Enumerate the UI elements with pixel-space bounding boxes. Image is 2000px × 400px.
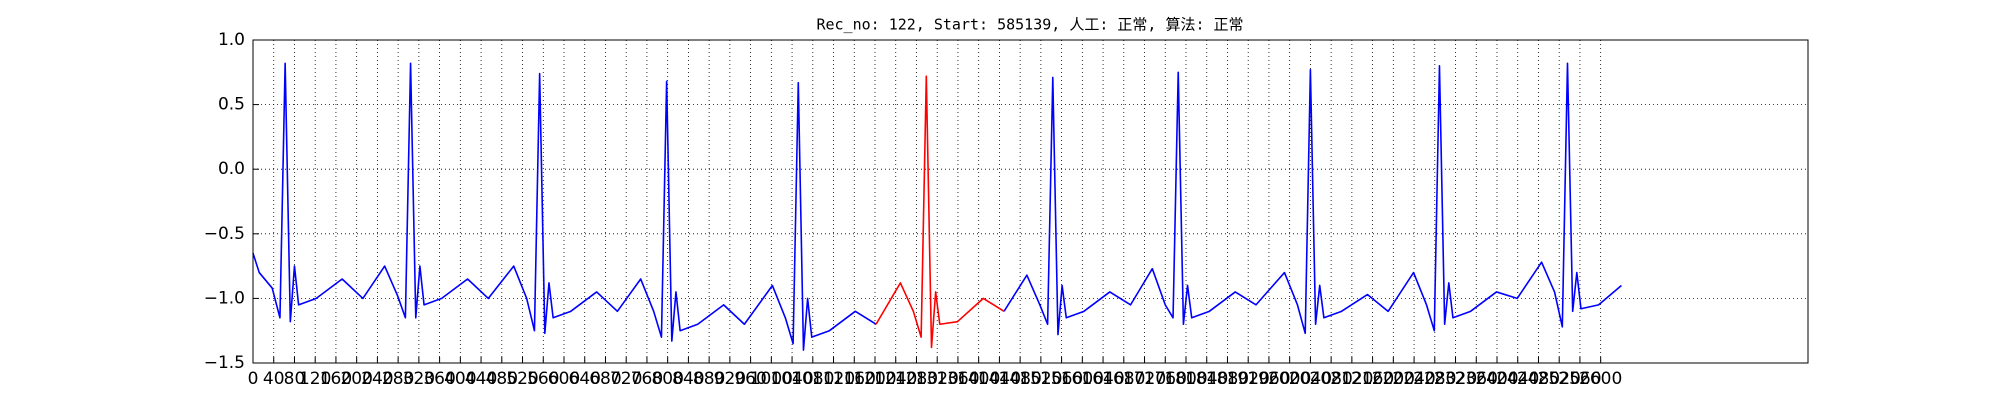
x-tick-label: 2280 <box>1413 369 1456 389</box>
x-tick-label: 2440 <box>1496 369 1539 389</box>
x-tick-label: 560 <box>527 369 559 389</box>
x-tick-label: 2160 <box>1351 369 1394 389</box>
x-tick-label: 40 <box>263 369 285 389</box>
x-tick-label: 640 <box>569 369 601 389</box>
x-tick-label: 1880 <box>1206 369 1249 389</box>
x-tick-label: 2240 <box>1392 369 1435 389</box>
x-tick-label: 1080 <box>791 369 834 389</box>
x-tick-label: 2040 <box>1289 369 1332 389</box>
x-tick-label: 2600 <box>1579 369 1622 389</box>
x-tick-label: 320 <box>403 369 435 389</box>
x-tick-label: 240 <box>361 369 393 389</box>
x-tick-label: 360 <box>423 369 455 389</box>
x-tick-label: 1720 <box>1123 369 1166 389</box>
x-tick-label: 2400 <box>1475 369 1518 389</box>
x-tick-label: 520 <box>506 369 538 389</box>
x-tick-label: 440 <box>465 369 497 389</box>
chart-title: Rec_no: 122, Start: 585139, 人工: 正常, 算法: … <box>816 16 1243 34</box>
y-tick-label: 1.0 <box>218 30 245 50</box>
x-tick-label: 2320 <box>1434 369 1477 389</box>
x-tick-label: 2480 <box>1517 369 1560 389</box>
x-tick-label: 1800 <box>1164 369 1207 389</box>
line-series <box>252 62 1622 351</box>
x-tick-label: 1480 <box>999 369 1042 389</box>
x-tick-label: 1560 <box>1040 369 1083 389</box>
x-tick-label: 80 <box>284 369 306 389</box>
x-tick-label: 1160 <box>833 369 876 389</box>
x-tick-label: 1320 <box>916 369 959 389</box>
x-tick-label: 160 <box>320 369 352 389</box>
x-tick-label: 800 <box>651 369 683 389</box>
x-tick-label: 1240 <box>874 369 917 389</box>
x-tick-label: 600 <box>548 369 580 389</box>
x-tick-label: 1400 <box>957 369 1000 389</box>
y-tick-label: −1.5 <box>204 353 245 373</box>
x-tick-label: 280 <box>382 369 414 389</box>
x-tick-label: 2080 <box>1310 369 1353 389</box>
x-tick-label: 840 <box>672 369 704 389</box>
x-tick-label: 200 <box>340 369 372 389</box>
y-tick-label: 0.5 <box>218 95 245 115</box>
y-tick-label: −0.5 <box>204 224 245 244</box>
x-tick-label: 1000 <box>750 369 793 389</box>
x-tick-label: 1120 <box>812 369 855 389</box>
y-tick-label: −1.0 <box>204 288 245 308</box>
x-tick-label: 0 <box>248 369 259 389</box>
x-tick-label: 1360 <box>936 369 979 389</box>
y-tick-label: 0.0 <box>218 159 245 179</box>
line-series <box>875 75 1005 349</box>
x-tick-label: 880 <box>693 369 725 389</box>
x-tick-label: 720 <box>610 369 642 389</box>
x-tick-label: 2000 <box>1268 369 1311 389</box>
x-tick-label: 1680 <box>1102 369 1145 389</box>
x-tick-label: 2520 <box>1538 369 1581 389</box>
x-tick-label: 120 <box>299 369 331 389</box>
x-tick-label: 680 <box>589 369 621 389</box>
x-tick-label: 1920 <box>1227 369 1270 389</box>
x-tick-label: 1200 <box>853 369 896 389</box>
x-tick-label: 1760 <box>1144 369 1187 389</box>
x-tick-label: 760 <box>631 369 663 389</box>
x-tick-label: 2120 <box>1330 369 1373 389</box>
x-tick-label: 2560 <box>1558 369 1601 389</box>
x-tick-label: 1960 <box>1247 369 1290 389</box>
x-tick-label: 2360 <box>1455 369 1498 389</box>
x-tick-label: 1640 <box>1081 369 1124 389</box>
x-tick-label: 400 <box>444 369 476 389</box>
x-tick-label: 920 <box>714 369 746 389</box>
x-tick-label: 960 <box>734 369 766 389</box>
x-tick-label: 1040 <box>770 369 813 389</box>
plot-frame <box>252 39 1809 364</box>
x-tick-label: 1440 <box>978 369 1021 389</box>
x-tick-label: 1840 <box>1185 369 1228 389</box>
x-tick-label: 1280 <box>895 369 938 389</box>
x-tick-label: 1520 <box>1019 369 1062 389</box>
x-tick-label: 480 <box>486 369 518 389</box>
x-tick-label: 1600 <box>1061 369 1104 389</box>
x-tick-label: 2200 <box>1372 369 1415 389</box>
